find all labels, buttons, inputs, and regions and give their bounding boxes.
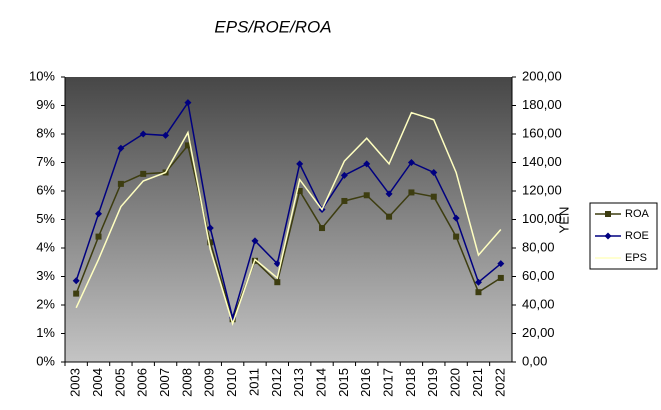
y-tick-label: 3% [36,268,55,283]
data-point [497,274,504,281]
data-point [162,131,170,139]
data-point [407,159,415,166]
y2-tick-label: 100,00 [522,211,562,226]
data-point [340,171,348,179]
series-line [75,100,502,321]
data-point [117,144,125,152]
legend-label: ROE [625,230,649,242]
y2-tick-label: 200,00 [522,68,562,83]
x-tick-label: 2014 [313,368,328,397]
data-point [251,237,259,245]
y-tick-label: 10% [29,68,55,83]
x-tick-label: 2019 [425,368,440,397]
x-tick-label: 2008 [179,368,194,397]
data-point [72,277,80,285]
y2-tick-label: 180,00 [522,97,562,112]
data-point [140,170,147,177]
data-point [207,239,214,246]
data-point [73,290,80,297]
data-point [430,193,437,200]
data-point [408,189,415,196]
x-tick-label: 2013 [291,368,306,397]
y-tick-label: 5% [36,211,55,226]
y2-tick-label: 140,00 [522,154,562,169]
y-tick-label: 6% [36,182,55,197]
data-point [206,224,214,232]
data-point [117,180,124,187]
legend-label: EPS [625,252,647,264]
x-tick-label: 2004 [90,368,105,397]
legend-marker [604,232,612,240]
y2-tick-label: 20,00 [522,325,555,340]
data-point [184,99,192,107]
data-point [430,168,438,176]
data-point [274,279,281,286]
x-tick-label: 2007 [157,368,172,397]
legend-label: ROA [625,208,650,220]
data-point [319,225,326,232]
data-point [273,260,281,268]
data-point [296,160,304,168]
data-point [184,142,191,149]
x-tick-label: 2015 [336,368,351,397]
data-point [385,190,393,198]
plot-area [65,77,512,362]
y2-tick-label: 40,00 [522,296,555,311]
x-tick-label: 2020 [448,368,463,397]
x-tick-label: 2005 [112,368,127,397]
x-tick-label: 2018 [403,368,418,397]
y-tick-label: 1% [36,325,55,340]
y2-axis-title: YEN [556,207,571,234]
data-point [475,289,482,296]
data-point [386,213,393,220]
y2-tick-label: 80,00 [522,239,555,254]
y-tick-label: 4% [36,239,55,254]
x-tick-label: 2022 [492,368,507,397]
data-point [474,278,482,286]
y-tick-label: 7% [36,154,55,169]
y-tick-label: 2% [36,296,55,311]
y2-tick-label: 160,00 [522,125,562,140]
y2-tick-label: 120,00 [522,182,562,197]
y2-tick-label: 60,00 [522,268,555,283]
x-tick-label: 2021 [470,368,485,397]
x-tick-label: 2011 [246,368,261,396]
data-point [296,188,303,194]
data-point [363,160,371,168]
legend-marker [605,211,611,217]
series-line [75,111,502,326]
x-tick-label: 2017 [381,368,396,397]
x-tick-label: 2010 [224,368,239,397]
data-point [341,197,348,204]
data-point [95,210,103,218]
x-tick-label: 2012 [269,368,284,397]
x-tick-label: 2009 [202,368,217,397]
y-tick-label: 9% [36,97,55,112]
y2-tick-label: 0,00 [522,353,547,368]
chart-title: EPS/ROE/ROA [214,17,331,36]
data-point [363,192,370,199]
data-point [95,233,102,240]
y-tick-label: 0% [36,353,55,368]
data-point [453,233,460,240]
data-point [497,260,505,268]
series-line [75,143,502,322]
x-tick-label: 2016 [358,368,373,397]
x-tick-label: 2003 [68,368,83,397]
data-point [139,130,147,138]
x-tick-label: 2006 [135,368,150,397]
data-point [452,214,460,222]
y-tick-label: 8% [36,125,55,140]
